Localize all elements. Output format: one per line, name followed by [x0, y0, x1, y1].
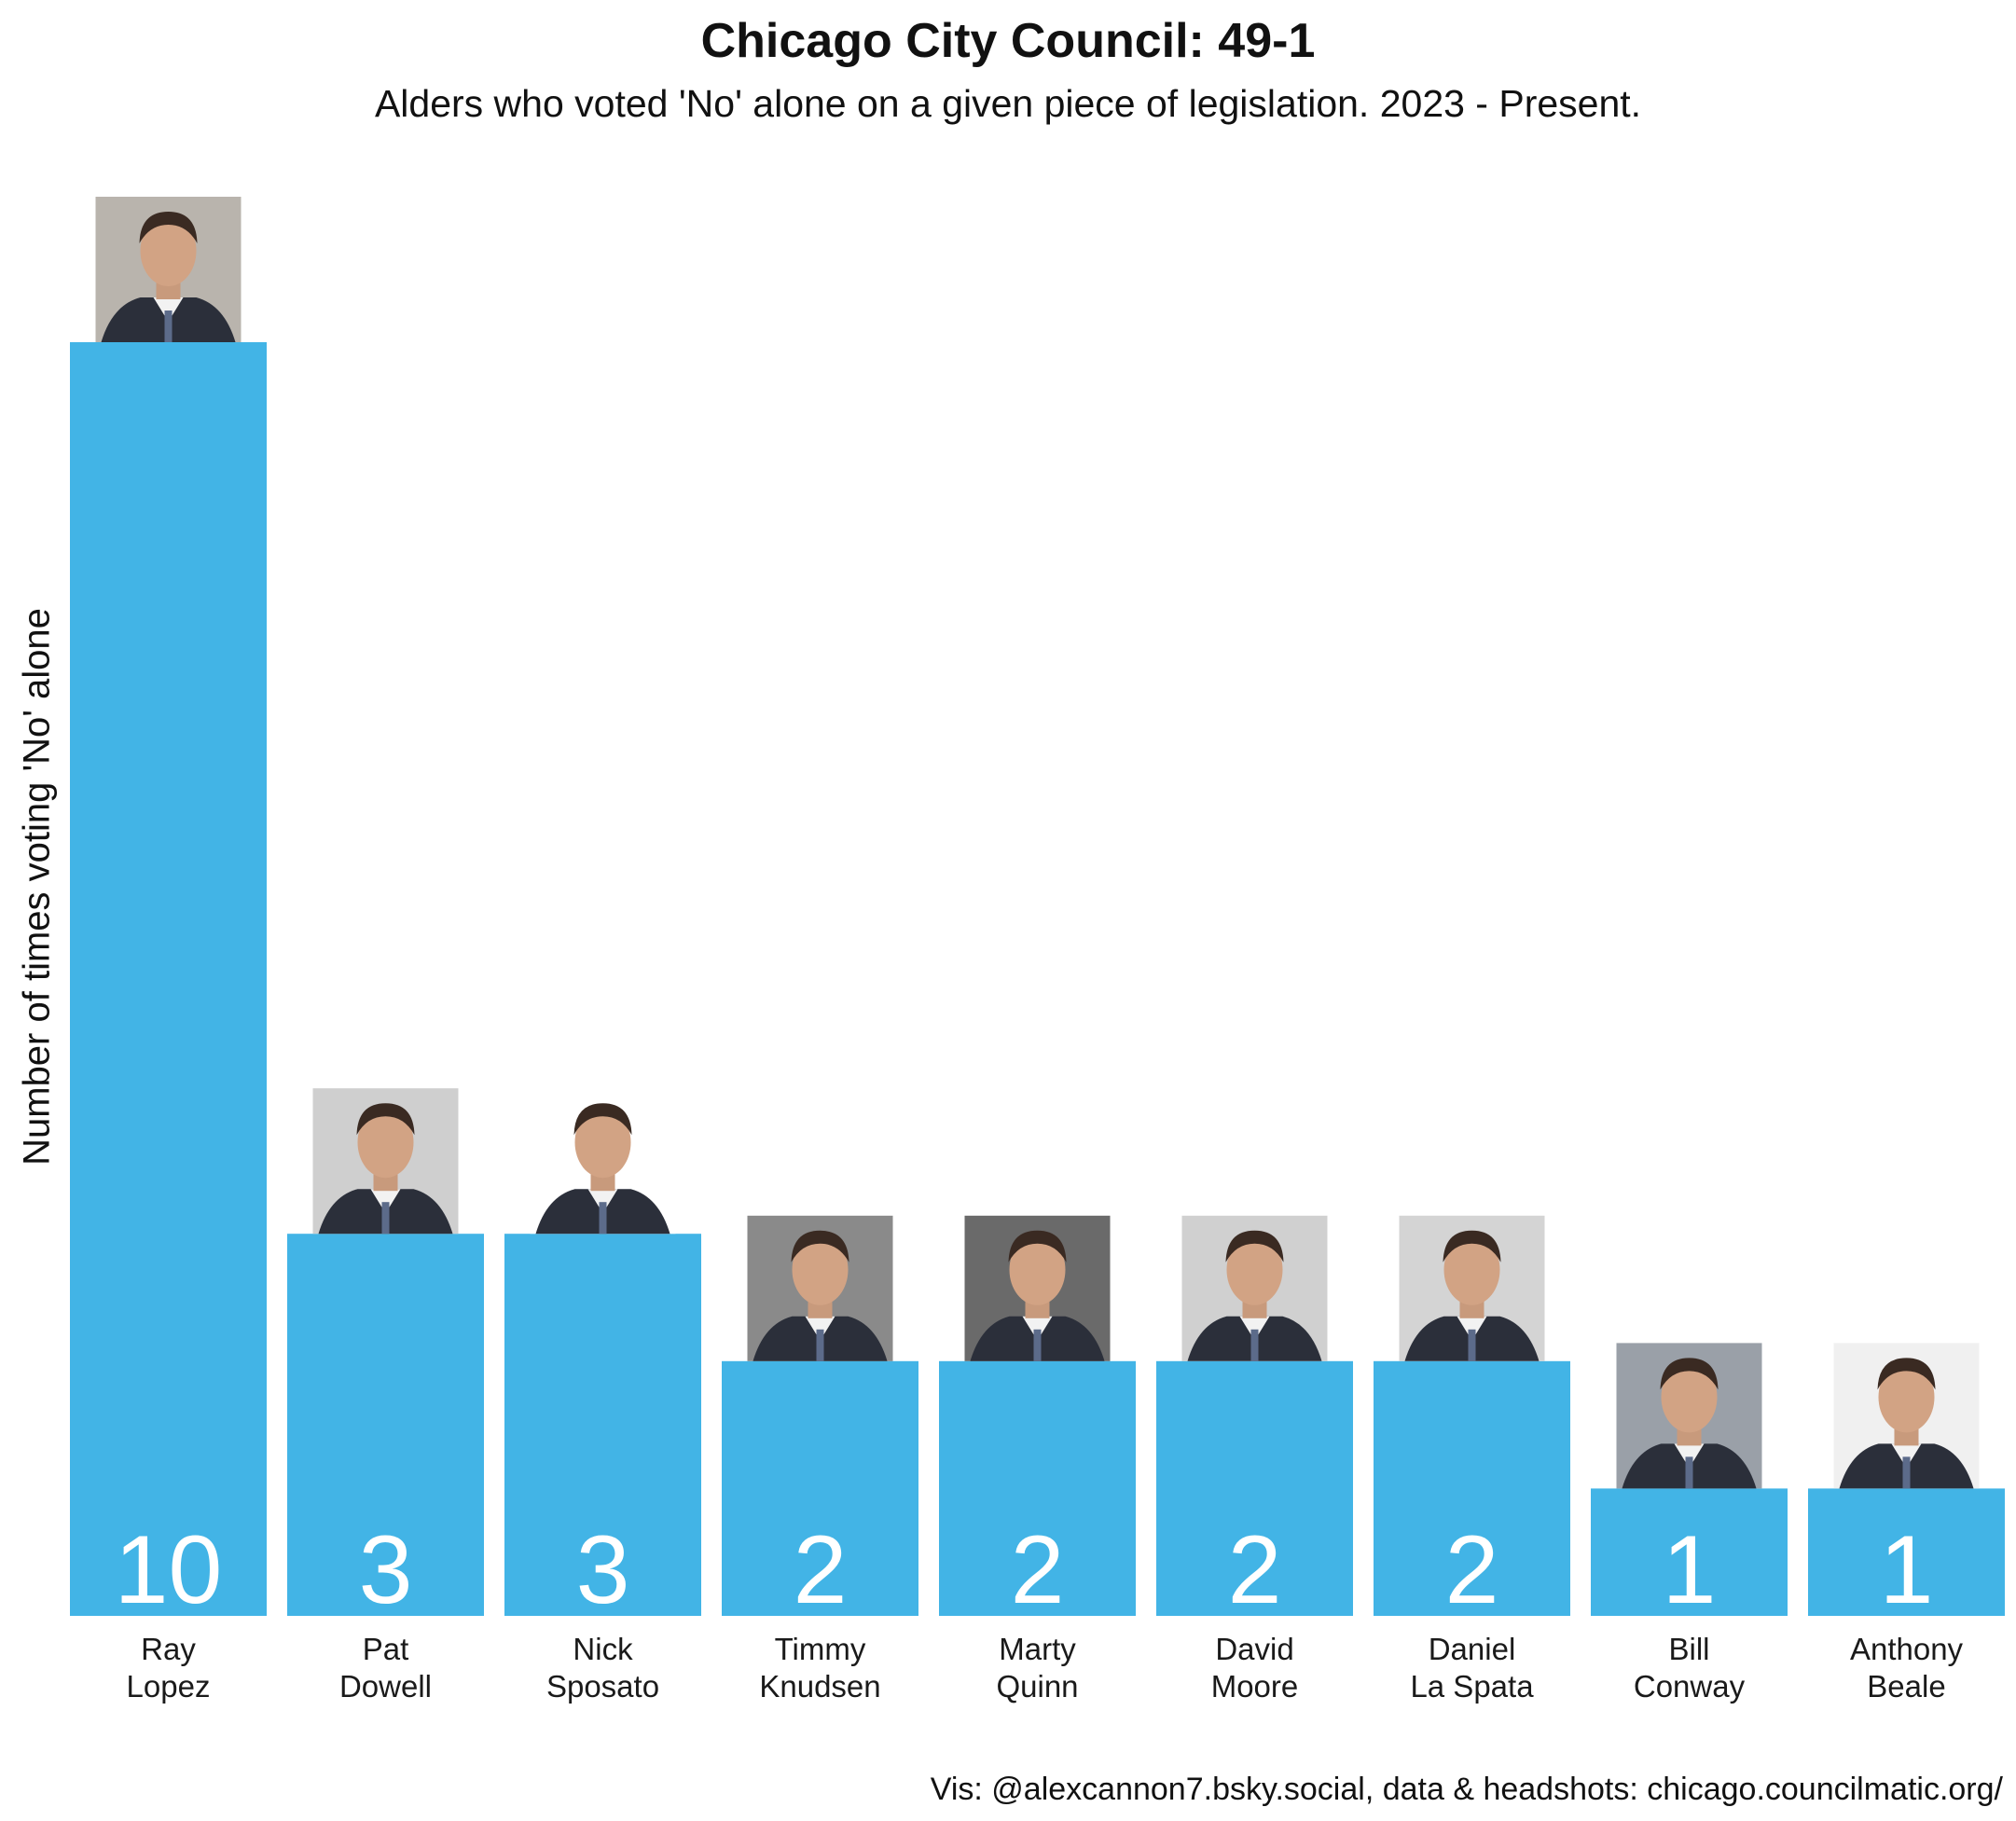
value-label: 2	[1011, 1516, 1065, 1624]
source-caption: Vis: @alexcannon7.bsky.social, data & he…	[930, 1772, 2003, 1807]
x-tick-label: Sposato	[546, 1669, 659, 1704]
x-tick-label: Dowell	[339, 1669, 432, 1704]
bar	[1374, 1360, 1570, 1616]
headshot-photo-icon	[530, 1088, 676, 1235]
value-label: 2	[794, 1516, 848, 1624]
value-label: 2	[1228, 1516, 1282, 1624]
x-tick-label: Marty	[999, 1632, 1076, 1666]
x-tick-label: Conway	[1634, 1669, 1746, 1704]
x-tick-label: Moore	[1211, 1669, 1299, 1704]
value-label: 3	[359, 1516, 413, 1624]
headshot-photo-icon	[747, 1215, 893, 1361]
headshot-photo-icon	[312, 1088, 459, 1235]
bar	[287, 1234, 484, 1616]
headshot-photo-icon	[1399, 1215, 1545, 1361]
bar	[1591, 1488, 1788, 1616]
bar	[70, 342, 267, 1616]
chart-subtitle: Alders who voted 'No' alone on a given p…	[374, 82, 1642, 125]
x-tick-label: David	[1215, 1632, 1293, 1666]
bar	[939, 1360, 1136, 1616]
x-tick-label: Anthony	[1850, 1632, 1964, 1666]
value-label: 10	[115, 1516, 223, 1624]
x-tick-label: Timmy	[775, 1632, 866, 1666]
bar	[504, 1234, 701, 1616]
headshot-photo-icon	[95, 197, 242, 342]
value-label: 1	[1663, 1516, 1717, 1624]
value-label: 2	[1445, 1516, 1499, 1624]
x-tick-label: Nick	[573, 1632, 633, 1666]
headshot-photo-icon	[964, 1215, 1111, 1361]
x-tick-label: Beale	[1867, 1669, 1945, 1704]
x-tick-label: Lopez	[127, 1669, 211, 1704]
headshot-photo-icon	[1181, 1215, 1328, 1361]
bar	[722, 1360, 918, 1616]
x-tick-label: Bill	[1668, 1632, 1709, 1666]
x-tick-label: Daniel	[1429, 1632, 1516, 1666]
bar	[1808, 1488, 2005, 1616]
x-tick-label: La Spata	[1410, 1669, 1534, 1704]
headshot-photo-icon	[1833, 1343, 1980, 1489]
x-tick-label: Ray	[141, 1632, 196, 1666]
x-tick-label: Pat	[363, 1632, 409, 1666]
headshot-photo-icon	[1616, 1343, 1762, 1489]
chart-title: Chicago City Council: 49-1	[700, 14, 1316, 68]
x-tick-label: Knudsen	[759, 1669, 880, 1704]
bar	[1156, 1360, 1353, 1616]
value-label: 3	[576, 1516, 630, 1624]
x-tick-label: Quinn	[996, 1669, 1078, 1704]
value-label: 1	[1880, 1516, 1934, 1624]
